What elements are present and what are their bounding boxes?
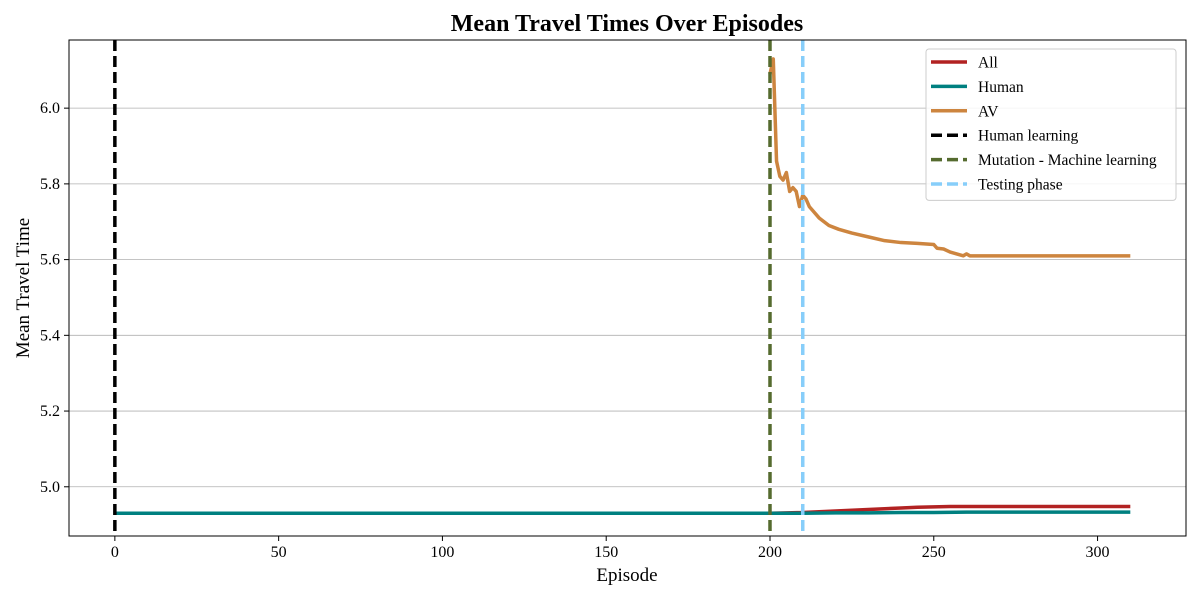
grid-layer: [69, 107, 1186, 488]
chart-title: Mean Travel Times Over Episodes: [451, 11, 803, 37]
x-tick-label-4: 200: [758, 544, 782, 561]
axes-layer: 0 50 100 150 200 250 300 5.0 5.2 5.4 5.6 5.8 6.0: [40, 39, 1187, 561]
x-tick-label-0: 0: [111, 544, 119, 561]
x-axis-label: Episode: [596, 565, 657, 586]
y-tick-label-3: 5.6: [40, 252, 60, 269]
y-tick-label-4: 5.8: [40, 176, 60, 193]
legend-label-0: All: [978, 55, 998, 72]
x-tick-label-6: 300: [1086, 544, 1110, 561]
y-tick-label-5: 6.0: [40, 100, 60, 117]
legend-label-5: Testing phase: [978, 177, 1063, 194]
legend-box: [925, 48, 1177, 201]
plot-frame: [68, 39, 1187, 537]
legend-label-2: AV: [978, 103, 999, 120]
legend-label-1: Human: [978, 79, 1024, 96]
series-line-av: [768, 57, 1131, 258]
x-tick-label-3: 150: [594, 544, 618, 561]
y-tick-label-0: 5.0: [40, 479, 60, 496]
plot-layer: [113, 40, 1131, 536]
y-tick-label-1: 5.2: [40, 403, 60, 420]
y-tick-label-2: 5.4: [40, 327, 60, 344]
legend: All Human AV Human learning Mutation - Machi…: [925, 48, 1177, 201]
y-axis-label: Mean Travel Time: [13, 218, 34, 358]
x-tick-label-5: 250: [922, 544, 946, 561]
x-tick-label-2: 100: [430, 544, 454, 561]
legend-label-3: Human learning: [978, 128, 1079, 145]
series-line-human: [114, 510, 1131, 516]
legend-label-4: Mutation - Machine learning: [978, 152, 1157, 169]
x-tick-label-1: 50: [271, 544, 287, 561]
